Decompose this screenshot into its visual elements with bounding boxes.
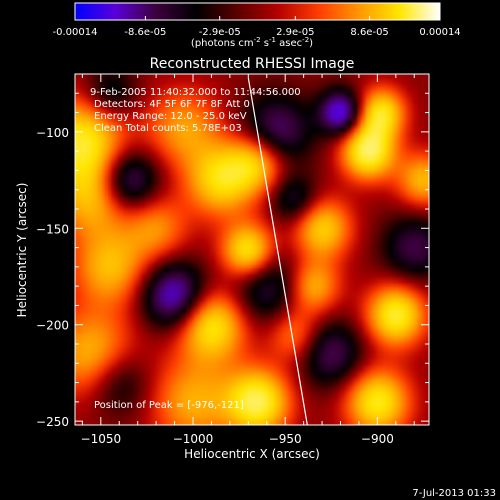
x-tick-label: −950 bbox=[269, 432, 302, 446]
y-tick-label: −150 bbox=[36, 222, 69, 236]
x-axis: −1050 −1000 −950 −900 bbox=[81, 74, 415, 446]
colorbar bbox=[74, 2, 441, 21]
y-tick-label: −250 bbox=[36, 415, 69, 429]
heatmap-image bbox=[75, 74, 429, 425]
colorbar-tick-label: -8.6e-05 bbox=[124, 27, 166, 38]
y-tick-label: −100 bbox=[36, 126, 69, 140]
colorbar-tick-label: -2.9e-05 bbox=[199, 27, 241, 38]
x-axis-label: Heliocentric X (arcsec) bbox=[184, 447, 320, 461]
colorbar-ticks: -0.00014 -8.6e-05 -2.9e-05 2.9e-05 8.6e-05 0.… bbox=[53, 16, 461, 38]
clean-counts-annotation: Clean Total counts: 5.78E+03 bbox=[94, 123, 242, 134]
x-tick-label: −900 bbox=[361, 432, 394, 446]
energy-range-annotation: Energy Range: 12.0 - 25.0 keV bbox=[94, 111, 247, 122]
render-date: 7-Jul-2013 01:33 bbox=[412, 488, 496, 499]
plot-frame bbox=[74, 73, 430, 426]
colorbar-units-label: (photons cm-2 s-1 asec-2) bbox=[191, 36, 313, 49]
colorbar-tick-label: 0.00014 bbox=[419, 27, 460, 38]
colorbar-tick-label: 2.9e-05 bbox=[276, 27, 314, 38]
colorbar-tick-label: 8.6e-05 bbox=[350, 27, 388, 38]
solar-limb-line bbox=[247, 77, 308, 425]
y-tick-label: −200 bbox=[36, 319, 69, 333]
peak-position-annotation: Position of Peak = [-976,-121] bbox=[94, 400, 244, 411]
colorbar-tick-label: -0.00014 bbox=[53, 27, 98, 38]
x-tick-label: −1000 bbox=[173, 432, 214, 446]
y-axis-label: Heliocentric Y (arcsec) bbox=[15, 183, 29, 318]
time-range-annotation: 9-Feb-2005 11:40:32.000 to 11:44:56.000 bbox=[90, 87, 301, 98]
detectors-annotation: Detectors: 4F 5F 6F 7F 8F Att 0 bbox=[94, 99, 250, 110]
x-tick-label: −1050 bbox=[81, 432, 122, 446]
y-axis: −100 −150 −200 −250 bbox=[36, 73, 429, 429]
chart-title: Reconstructed RHESSI Image bbox=[150, 56, 355, 72]
